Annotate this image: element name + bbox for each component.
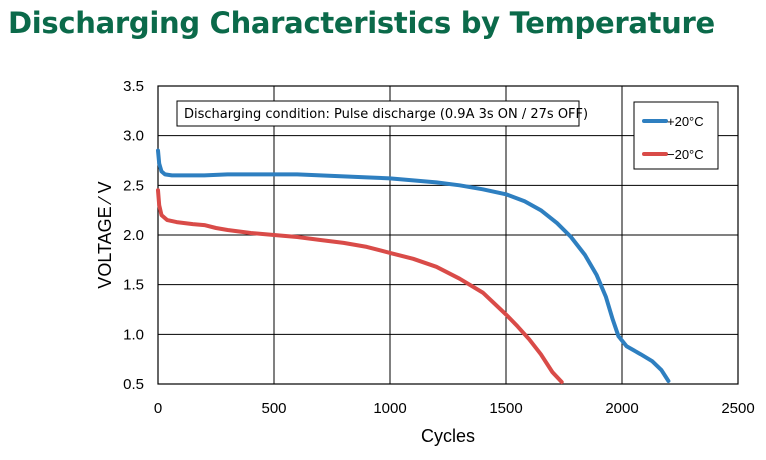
y-tick-label: 2.0 [123,227,144,244]
y-tick-label: 1.5 [123,277,144,294]
legend: +20°C −20°C [633,101,719,170]
y-tick-label: 3.5 [123,78,144,95]
annotation-text: Discharging condition: Pulse discharge (… [184,107,588,122]
x-tick-label: 2500 [721,400,754,417]
x-axis-label: Cycles [421,426,475,446]
x-tick-label: 0 [154,400,162,417]
x-tick-label: 1000 [373,400,406,417]
y-tick-label: 1.0 [123,326,144,343]
legend-label-1: −20°C [667,147,704,162]
x-tick-label: 500 [261,400,286,417]
series-line-1 [156,188,564,384]
tick-labels: 0.5 1.0 1.5 2.0 2.5 3.0 3.5 0 500 1000 1500 2000 250… [123,78,755,417]
x-tick-label: 1500 [489,400,522,417]
x-tick-label: 2000 [605,400,638,417]
series-line-0 [156,148,671,383]
y-tick-label: 2.5 [123,177,144,194]
plot-area [157,85,739,385]
y-axis-label: VOLTAGE ⁄ V [95,181,115,288]
series-layer [156,148,671,384]
legend-label-0: +20°C [667,114,704,129]
chart-title: Discharging Characteristics by Temperatu… [8,6,715,40]
y-tick-label: 3.0 [123,128,144,145]
annotation-box: Discharging condition: Pulse discharge (… [176,100,588,127]
y-tick-label: 0.5 [123,376,144,393]
